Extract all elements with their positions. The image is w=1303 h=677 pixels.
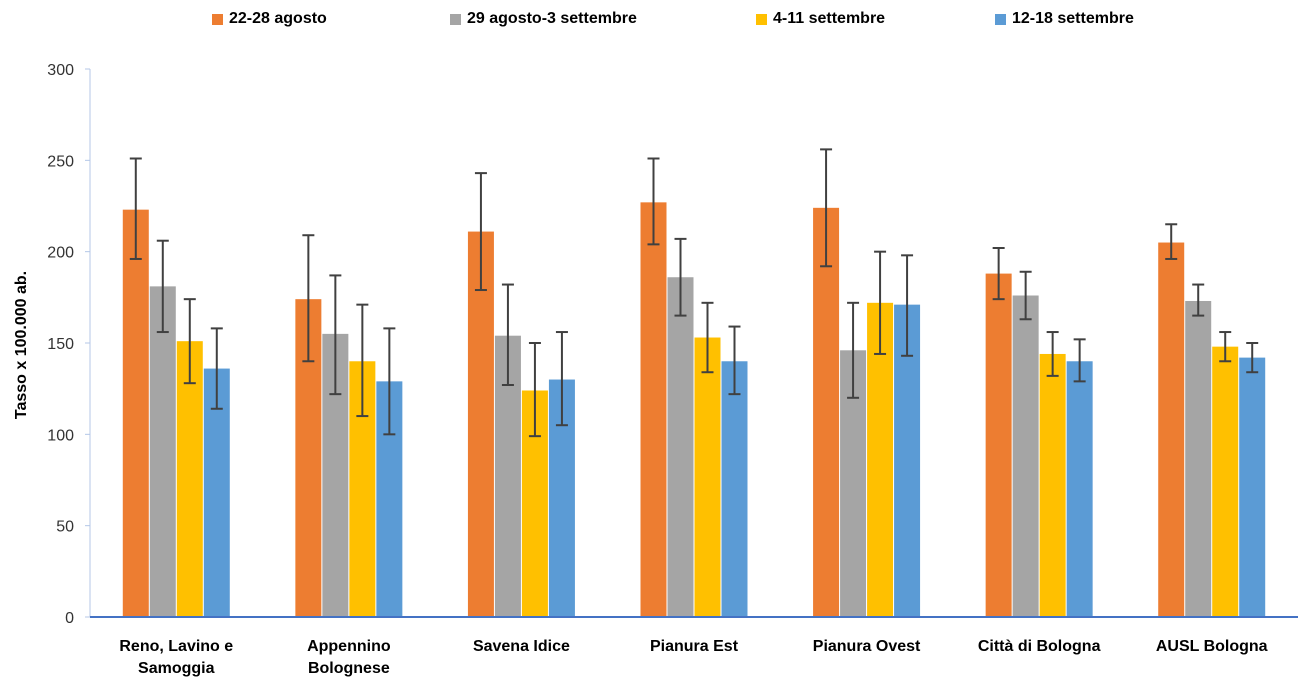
bar bbox=[1158, 242, 1185, 618]
legend-label: 12-18 settembre bbox=[1012, 10, 1134, 27]
error-bar bbox=[210, 327, 223, 410]
bar bbox=[1239, 357, 1266, 617]
error-bar bbox=[1219, 331, 1232, 363]
legend-item-29-agosto-3-settembre: 29 agosto-3 settembre bbox=[450, 10, 637, 28]
legend-swatch bbox=[995, 13, 1006, 25]
error-bar bbox=[1019, 270, 1032, 321]
error-bar bbox=[501, 283, 514, 387]
error-bar bbox=[674, 237, 687, 317]
error-bar bbox=[847, 301, 860, 399]
x-tick-label: Savena Idice bbox=[473, 638, 570, 655]
bar bbox=[667, 277, 694, 617]
bar bbox=[467, 231, 494, 617]
bar bbox=[813, 207, 840, 617]
legend-label: 29 agosto-3 settembre bbox=[467, 10, 637, 27]
x-tick-label: AUSL Bologna bbox=[1156, 638, 1268, 655]
bar bbox=[1212, 346, 1239, 617]
bar bbox=[867, 302, 894, 617]
bar bbox=[122, 209, 149, 618]
y-tick-label: 0 bbox=[65, 610, 74, 627]
bar bbox=[721, 361, 748, 617]
error-bar bbox=[356, 303, 369, 418]
bar bbox=[1066, 361, 1093, 617]
y-tick-label: 300 bbox=[47, 62, 74, 79]
y-tick-label: 100 bbox=[47, 427, 74, 444]
error-bar bbox=[1046, 331, 1059, 377]
y-tick-label: 200 bbox=[47, 245, 74, 262]
error-bar bbox=[647, 157, 660, 246]
error-bar bbox=[728, 325, 741, 396]
legend-swatch bbox=[450, 13, 461, 25]
bar bbox=[149, 286, 176, 617]
x-tick-label: Reno, Lavino e Samoggia bbox=[119, 638, 233, 677]
error-bar bbox=[901, 254, 914, 357]
error-bar bbox=[701, 301, 714, 374]
y-tick-label: 50 bbox=[56, 519, 74, 536]
y-axis: 0 50 100 150 200 250 300 bbox=[47, 62, 91, 627]
legend-item-22-28-agosto: 22-28 agosto bbox=[212, 10, 327, 28]
x-axis: Reno, Lavino e Samoggia Appennino Bolognese… bbox=[90, 616, 1298, 677]
y-tick-label: 250 bbox=[47, 153, 74, 170]
error-bar bbox=[383, 327, 396, 436]
legend-label: 4-11 settembre bbox=[773, 10, 886, 27]
bar bbox=[1039, 353, 1066, 617]
error-bar bbox=[329, 274, 342, 396]
error-bar bbox=[992, 247, 1005, 301]
legend-swatch bbox=[212, 13, 223, 25]
bar bbox=[694, 337, 721, 617]
bar bbox=[203, 368, 230, 617]
legend-item-4-11-settembre: 4-11 settembre bbox=[756, 10, 885, 28]
error-bar bbox=[528, 342, 541, 438]
error-bar bbox=[1246, 342, 1259, 374]
legend-swatch bbox=[756, 13, 767, 25]
error-bar bbox=[1073, 338, 1086, 383]
error-bar bbox=[474, 172, 487, 292]
error-bar bbox=[1165, 223, 1178, 260]
bar bbox=[640, 202, 667, 617]
legend-item-12-18-settembre: 12-18 settembre bbox=[995, 10, 1134, 28]
error-bar bbox=[1192, 283, 1205, 317]
error-bar bbox=[874, 250, 887, 355]
bars bbox=[122, 202, 1266, 618]
x-tick-label: Pianura Est bbox=[650, 638, 739, 655]
error-bar bbox=[302, 234, 315, 363]
error-bar bbox=[183, 298, 196, 385]
error-bar bbox=[156, 239, 169, 334]
error-bar bbox=[129, 157, 142, 260]
error-bars bbox=[129, 148, 1259, 438]
y-tick-label: 150 bbox=[47, 336, 74, 353]
error-bar bbox=[820, 148, 833, 268]
y-axis-label: Tasso x 100.000 ab. bbox=[13, 271, 30, 419]
x-tick-label: Città di Bologna bbox=[978, 638, 1101, 655]
bar bbox=[985, 273, 1012, 617]
legend-label: 22-28 agosto bbox=[229, 10, 327, 27]
bar bbox=[1012, 295, 1039, 617]
error-bar bbox=[555, 331, 568, 427]
x-tick-label: Pianura Ovest bbox=[813, 638, 921, 655]
bar bbox=[1185, 300, 1212, 617]
chart-legend: 22-28 agosto 29 agosto-3 settembre 4-11 … bbox=[0, 8, 1303, 36]
bar bbox=[176, 341, 203, 617]
x-tick-label: Appennino Bolognese bbox=[307, 638, 391, 677]
